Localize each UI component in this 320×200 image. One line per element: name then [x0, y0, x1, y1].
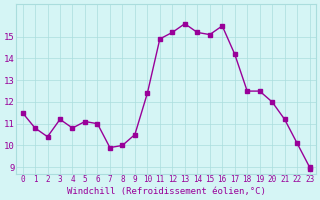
X-axis label: Windchill (Refroidissement éolien,°C): Windchill (Refroidissement éolien,°C): [67, 187, 266, 196]
